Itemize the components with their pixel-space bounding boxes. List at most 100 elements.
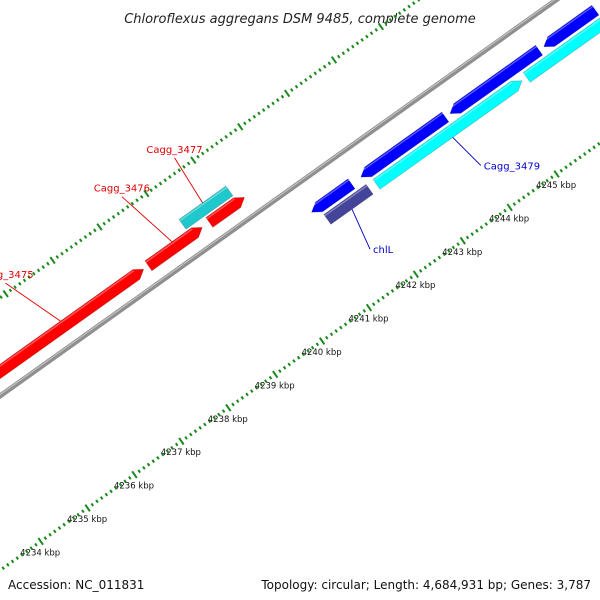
upper-scale-tick (374, 28, 379, 32)
upper-scale-tick (168, 175, 172, 179)
upper-scale-tick (290, 88, 294, 92)
lower-scale-tick (62, 522, 66, 527)
lower-scale-tick (29, 546, 34, 550)
lower-scale-tick (10, 559, 15, 564)
lower-scale-tick (489, 218, 493, 223)
upper-scale-tick (149, 188, 153, 193)
upper-scale-tick (271, 101, 275, 106)
upper-scale-tick (55, 255, 60, 259)
upper-scale-tick (8, 288, 13, 293)
upper-scale-tick (116, 211, 121, 216)
upper-scale-tick (22, 278, 27, 283)
gene-feature-shine (206, 198, 236, 220)
lower-scale-tick (470, 232, 474, 236)
gene-feature (0, 268, 145, 380)
lower-scale-tick (165, 449, 170, 454)
lower-scale-tick (484, 222, 489, 226)
lower-scale-tick (212, 415, 217, 420)
lower-scale-tick (137, 469, 141, 474)
upper-scale-tick (78, 238, 83, 243)
lower-scale-tick (592, 145, 596, 150)
lower-scale-tick (43, 536, 48, 540)
lower-scale-tick (170, 446, 174, 450)
lower-scale-tick (37, 537, 44, 546)
gene-label: Cagg_3475 (0, 270, 34, 281)
lower-scale-tick (493, 215, 498, 220)
lower-scale-tick (318, 337, 326, 345)
scale-tick-label: 4242 kbp (395, 281, 435, 291)
lower-scale-tick (559, 168, 564, 173)
lower-scale-tick (582, 152, 587, 156)
lower-scale-tick (254, 385, 259, 390)
lower-scale-tick (400, 282, 404, 287)
upper-scale-tick (200, 151, 205, 156)
upper-scale-tick (247, 118, 252, 122)
lower-scale-tick (151, 459, 156, 464)
lower-scale-tick (131, 470, 138, 479)
lower-scale-tick (282, 365, 287, 370)
upper-scale-tick (388, 18, 393, 22)
upper-scale-tick (360, 38, 364, 42)
upper-scale-tick (46, 261, 50, 266)
lower-scale-tick (20, 552, 24, 557)
upper-scale-tick (0, 295, 3, 299)
lower-scale-tick (15, 556, 20, 560)
upper-scale-tick (190, 156, 197, 164)
upper-scale-tick (36, 268, 41, 273)
upper-scale-tick (219, 138, 224, 142)
gene-label-leader (351, 209, 371, 250)
lower-scale-tick (498, 212, 503, 216)
lower-scale-tick (459, 236, 466, 245)
scale-tick-label: 4235 kbp (67, 515, 107, 525)
lower-scale-tick (390, 289, 395, 293)
lower-scale-tick (259, 382, 263, 387)
upper-scale-tick (351, 44, 355, 49)
gene-label: Cagg_3479 (484, 161, 540, 172)
lower-scale-tick (597, 142, 600, 146)
map-title: Chloroflexus aggregans DSM 9485, complet… (124, 12, 476, 27)
lower-scale-tick (156, 456, 160, 460)
lower-scale-tick (178, 437, 185, 446)
upper-scale-tick (407, 4, 411, 9)
lower-scale-tick (113, 486, 118, 490)
lower-scale-tick (517, 198, 521, 203)
lower-scale-tick (1, 566, 5, 570)
gene-labels: Cagg_3475 Cagg_3476 Cagg_3477 chlL Cagg_3479 (0, 137, 540, 322)
upper-scale-tick (257, 111, 261, 116)
lower-scale-tick (193, 429, 198, 434)
gene-feature (543, 4, 600, 48)
lower-scale-tick (198, 425, 202, 430)
scale-tick-label: 4234 kbp (20, 548, 60, 558)
lower-scale-tick (301, 352, 306, 357)
upper-scale-tick (224, 134, 228, 139)
upper-scale-tick (397, 11, 402, 16)
lower-scale-tick (90, 502, 95, 507)
scale-tick-label: 4239 kbp (255, 381, 295, 391)
gene-feature (144, 227, 203, 272)
genome-summary-text: Topology: circular; Length: 4,684,931 bp… (261, 578, 591, 592)
lower-scale-tick (348, 319, 353, 323)
upper-scale-tick (411, 1, 416, 6)
lower-scale-tick (128, 476, 132, 480)
lower-scale-tick (118, 482, 123, 487)
gene-feature (372, 80, 523, 190)
lower-scale-tick (409, 275, 413, 280)
upper-scale-tick (163, 178, 167, 183)
upper-scale-tick (283, 89, 291, 98)
lower-scale-tick (418, 269, 423, 273)
lower-scale-tick (48, 532, 52, 537)
lower-scale-tick (428, 262, 432, 267)
lower-scale-tick (104, 492, 109, 497)
lower-scale-tick (540, 182, 545, 186)
lower-scale-tick (365, 303, 373, 312)
upper-scale-tick (280, 94, 285, 99)
lower-scale-tick (225, 403, 232, 412)
upper-scale-tick (93, 228, 97, 233)
lower-scale-tick (545, 178, 549, 183)
upper-scale-tick (299, 81, 303, 86)
lower-scale-tick (306, 349, 310, 353)
lower-scale-tick (278, 369, 282, 373)
upper-scale-tick (402, 8, 407, 12)
upper-scale-tick (49, 256, 56, 265)
lower-scale-tick (81, 509, 85, 514)
